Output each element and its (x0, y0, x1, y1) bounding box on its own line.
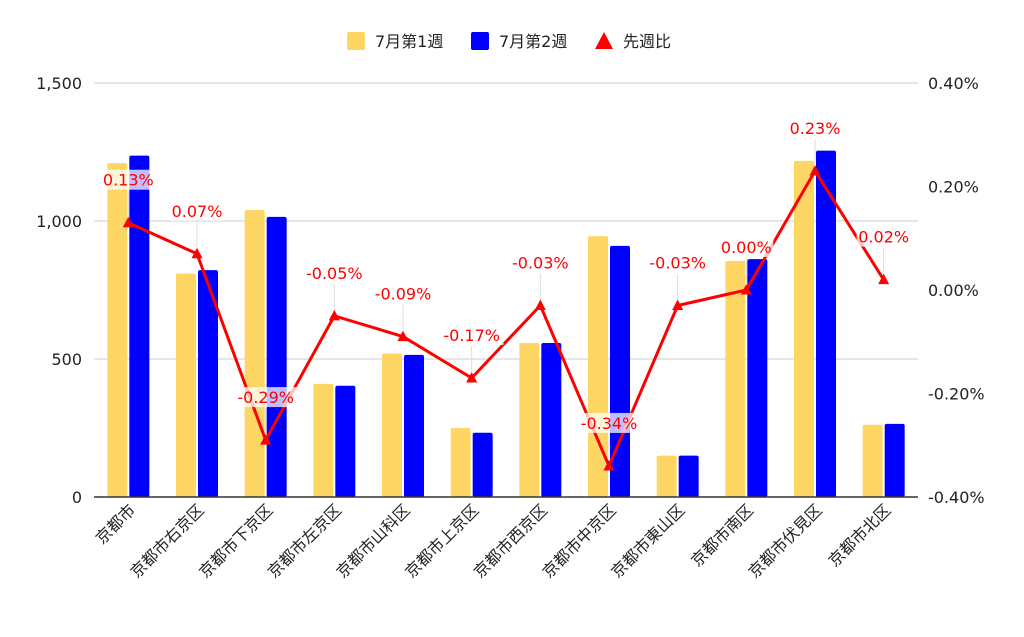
y-right-tick-label: 0.40% (928, 74, 979, 93)
bar-2-京都市山科区 (404, 354, 424, 497)
bar-2-京都市南区 (747, 259, 768, 497)
bar-2-京都市右京区 (198, 270, 218, 497)
y-right-tick-label: -0.20% (928, 385, 985, 404)
data-label-bg (371, 283, 435, 304)
data-label: -0.29% (237, 388, 294, 407)
data-label: 0.07% (172, 202, 223, 221)
bar-1-京都市東山区 (656, 455, 677, 497)
x-tick-label: 京都市南区 (687, 500, 757, 570)
line-point-marker (534, 299, 546, 311)
line-point-marker (260, 434, 272, 445)
line-point-marker (397, 330, 409, 342)
data-label-bg (302, 262, 367, 283)
y-left-tick-label: 0 (72, 488, 82, 507)
labels-layer: 0.13% 0.07% -0.29% -0.05% -0.09% -0.17% -0.03%… (101, 117, 911, 460)
data-label: -0.34% (581, 414, 638, 433)
y-left-tick-label: 1,500 (36, 74, 82, 93)
line-point-marker (878, 273, 890, 285)
x-tick-label: 京都市伏見区 (745, 500, 826, 581)
line-point-marker (466, 371, 478, 383)
legend-swatch-2 (471, 32, 489, 50)
bar-2-京都市中京区 (610, 245, 630, 497)
legend-label-1: 7月第1週 (375, 32, 443, 51)
grid-layer (94, 82, 918, 360)
line-series-path (127, 169, 885, 468)
data-label: -0.09% (375, 285, 432, 304)
bar-2-京都市左京区 (335, 385, 356, 497)
data-label-bg (233, 387, 298, 408)
bar-1-京都市山科区 (382, 353, 402, 497)
legend-label-3: 先週比 (623, 32, 671, 51)
data-label-bg (101, 169, 156, 190)
data-label-bg (788, 117, 842, 138)
bar-2-京都市西京区 (541, 342, 562, 497)
bar-1-京都市右京区 (176, 273, 196, 497)
line-point-marker (191, 247, 203, 259)
line-point-marker (672, 299, 684, 311)
y-left-tick-label: 500 (51, 350, 82, 369)
bar-2-京都市 (129, 155, 150, 497)
data-label-bg (508, 252, 573, 273)
data-label-bg (719, 237, 774, 257)
bar-2-京都市北区 (884, 423, 905, 497)
line-point-marker (809, 164, 821, 176)
x-tick-label: 京都市北区 (824, 500, 894, 570)
data-label: -0.03% (512, 254, 569, 273)
line-point-marker (740, 284, 752, 295)
bar-1-京都市北区 (862, 424, 883, 497)
line-point-marker (122, 216, 134, 228)
data-label-bg (856, 226, 911, 247)
data-label: -0.17% (443, 326, 500, 345)
data-label-bg (577, 412, 641, 433)
x-tick-label: 京都市 (92, 500, 139, 547)
y-right-tick-label: 0.20% (928, 178, 979, 197)
x-tick-label: 京都市東山区 (607, 500, 688, 581)
legend-swatch-1 (347, 32, 365, 50)
data-label: 0.23% (790, 119, 841, 138)
bar-2-京都市上京区 (472, 432, 493, 497)
line-point-marker (603, 459, 615, 471)
data-label: -0.05% (306, 264, 363, 283)
bar-2-京都市下京区 (266, 216, 287, 498)
data-label: 0.02% (858, 228, 909, 247)
bar-2-京都市伏見区 (816, 150, 836, 497)
data-label: 0.00% (721, 238, 772, 257)
data-label: 0.13% (103, 171, 154, 190)
bar-1-京都市下京区 (244, 209, 265, 497)
bar-1-京都市伏見区 (794, 160, 814, 497)
bar-1-京都市南区 (725, 261, 746, 497)
legend: 7月第1週 7月第2週 先週比 (347, 32, 671, 51)
bar-2-京都市東山区 (678, 455, 699, 497)
y-right-tick-label: 0.00% (928, 281, 979, 300)
bars-layer (107, 150, 905, 498)
bar-1-京都市上京区 (450, 428, 471, 497)
legend-label-2: 7月第2週 (499, 32, 567, 51)
y-right-tick-label: -0.40% (928, 488, 985, 507)
bar-1-京都市左京区 (313, 383, 334, 497)
line-layer (122, 164, 890, 471)
data-label-bg (439, 324, 504, 345)
data-label-bg (170, 200, 224, 221)
data-label: -0.03% (649, 254, 706, 273)
bar-1-京都市 (107, 163, 128, 498)
line-point-marker (328, 309, 340, 321)
bar-1-京都市西京区 (519, 342, 540, 497)
data-label-bg (645, 252, 710, 273)
y-left-tick-label: 1,000 (36, 212, 82, 231)
legend-swatch-3 (595, 32, 613, 49)
